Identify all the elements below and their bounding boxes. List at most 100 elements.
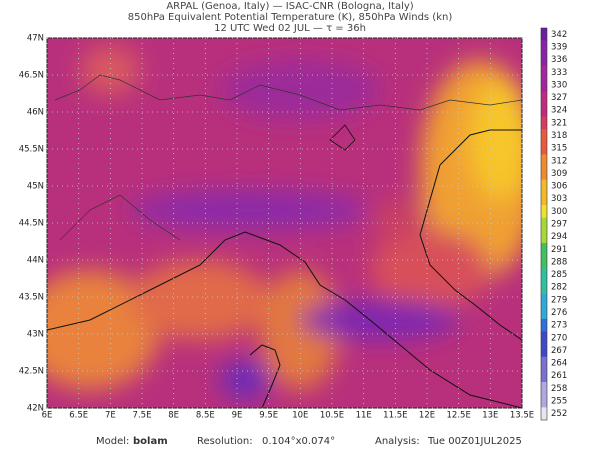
title-line: ARPAL (Genoa, Italy) — ISAC-CNR (Bologna… bbox=[166, 1, 413, 12]
colorbar-cell bbox=[541, 91, 547, 105]
colorbar-label: 321 bbox=[551, 118, 567, 128]
colorbar-label: 300 bbox=[551, 207, 567, 217]
colorbar-cell bbox=[541, 192, 547, 206]
colorbar-cell bbox=[541, 255, 547, 269]
colorbar-label: 336 bbox=[551, 55, 567, 65]
resolution: 0.104°x0.074° bbox=[262, 436, 335, 447]
colorbar-label: 273 bbox=[551, 321, 567, 331]
colorbar-cell bbox=[541, 217, 547, 231]
colorbar-label: 318 bbox=[551, 131, 567, 141]
colorbar-label: 297 bbox=[551, 220, 567, 230]
colorbar-cell bbox=[541, 154, 547, 168]
colorbar-label: 276 bbox=[551, 308, 567, 318]
lat-label: 43.5N bbox=[19, 293, 44, 303]
colorbar-label: 315 bbox=[551, 144, 567, 154]
lat-label: 43N bbox=[27, 330, 44, 340]
lon-label: 6.5E bbox=[69, 411, 88, 421]
colorbar-label: 285 bbox=[551, 270, 567, 280]
colorbar-cell bbox=[541, 129, 547, 143]
colorbar-cell bbox=[541, 103, 547, 117]
lon-label: 8E bbox=[168, 411, 179, 421]
colorbar-cell bbox=[541, 205, 547, 218]
colorbar-cell bbox=[541, 318, 547, 332]
colorbar-label: 327 bbox=[551, 93, 567, 103]
lon-label: 13.5E bbox=[510, 411, 534, 421]
colorbar-cell bbox=[541, 369, 547, 383]
lon-label: 12E bbox=[419, 411, 435, 421]
colorbar-cell bbox=[541, 230, 547, 244]
colorbar-cell bbox=[541, 268, 547, 282]
colorbar-label: 294 bbox=[551, 232, 567, 242]
colorbar-cell bbox=[541, 242, 547, 256]
colorbar-label: 258 bbox=[551, 384, 567, 394]
colorbar-cell bbox=[541, 179, 547, 193]
colorbar-cell bbox=[541, 40, 547, 54]
colorbar-label: 267 bbox=[551, 346, 567, 356]
colorbar-cell bbox=[541, 394, 547, 408]
lon-label: 11.5E bbox=[383, 411, 407, 421]
resolution-label: Resolution: bbox=[197, 436, 253, 447]
colorbar-label: 255 bbox=[551, 397, 567, 407]
lat-label: 45N bbox=[27, 182, 44, 192]
lon-label: 10.5E bbox=[320, 411, 344, 421]
model-label: Model: bbox=[96, 436, 129, 447]
colorbar-cell bbox=[541, 293, 547, 307]
colorbar-frame bbox=[540, 27, 548, 421]
colorbar-label: 261 bbox=[551, 371, 567, 381]
colorbar-cell bbox=[541, 53, 547, 67]
colorbar-cell bbox=[541, 28, 547, 41]
lat-label: 42N bbox=[27, 404, 44, 414]
colorbar-label: 288 bbox=[551, 257, 567, 267]
colorbar-label: 306 bbox=[551, 182, 567, 192]
lat-label: 47N bbox=[27, 34, 44, 44]
colorbar-label: 291 bbox=[551, 245, 567, 255]
lon-label: 12.5E bbox=[447, 411, 471, 421]
colorbar-cell bbox=[541, 344, 547, 358]
lat-label: 42.5N bbox=[19, 367, 44, 377]
colorbar-label: 312 bbox=[551, 156, 567, 166]
lat-label: 45.5N bbox=[19, 145, 44, 155]
lon-label: 10E bbox=[292, 411, 308, 421]
colorbar-label: 282 bbox=[551, 283, 567, 293]
colorbar-cell bbox=[541, 167, 547, 181]
colorbar-cell bbox=[541, 306, 547, 320]
lon-label: 6E bbox=[42, 411, 53, 421]
colorbar-cell bbox=[541, 407, 547, 421]
lon-label: 8.5E bbox=[196, 411, 215, 421]
title-line: 12 UTC Wed 02 JUL — τ = 36h bbox=[214, 23, 366, 34]
colorbar-cell bbox=[541, 382, 547, 396]
colorbar-label: 279 bbox=[551, 295, 567, 305]
colorbar-label: 342 bbox=[551, 30, 567, 40]
lat-label: 44.5N bbox=[19, 219, 44, 229]
colorbar-label: 270 bbox=[551, 333, 567, 343]
colorbar-cell bbox=[541, 331, 547, 345]
lat-label: 46.5N bbox=[19, 71, 44, 81]
colorbar-cell bbox=[541, 280, 547, 294]
colorbar-label: 252 bbox=[551, 409, 567, 419]
lon-label: 13E bbox=[482, 411, 498, 421]
model: bolam bbox=[133, 436, 168, 447]
colorbar-label: 324 bbox=[551, 106, 567, 116]
lat-label: 44N bbox=[27, 256, 44, 266]
colorbar-label: 303 bbox=[551, 194, 567, 204]
colorbar-label: 339 bbox=[551, 42, 567, 52]
lon-label: 7.5E bbox=[133, 411, 152, 421]
title-line: 850hPa Equivalent Potential Temperature … bbox=[128, 12, 453, 23]
colorbar-cell bbox=[541, 116, 547, 130]
analysis: Tue 00Z01JUL2025 bbox=[427, 436, 522, 447]
colorbar-cell bbox=[541, 356, 547, 370]
colorbar-cell bbox=[541, 141, 547, 155]
lon-label: 9E bbox=[232, 411, 243, 421]
lon-label: 7E bbox=[105, 411, 116, 421]
analysis-label: Analysis: bbox=[375, 436, 420, 447]
lat-label: 46N bbox=[27, 108, 44, 118]
colorbar-label: 330 bbox=[551, 80, 567, 90]
lon-label: 11E bbox=[356, 411, 372, 421]
colorbar-label: 264 bbox=[551, 359, 567, 369]
colorbar-cell bbox=[541, 65, 547, 79]
colorbar-cell bbox=[541, 78, 547, 92]
colorbar-label: 333 bbox=[551, 68, 567, 78]
colorbar-label: 309 bbox=[551, 169, 567, 179]
lon-label: 9.5E bbox=[259, 411, 278, 421]
